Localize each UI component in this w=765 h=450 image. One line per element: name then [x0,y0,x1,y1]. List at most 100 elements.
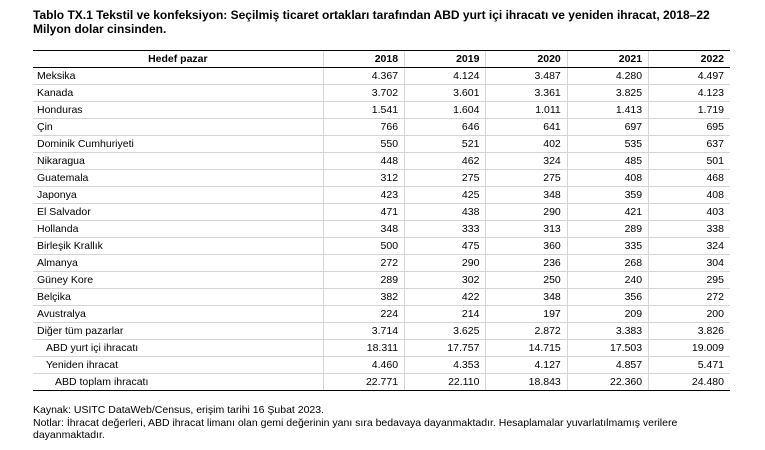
cell-value: 3.714 [322,322,405,340]
cell-value: 3.601 [404,84,486,102]
cell-value: 24.480 [648,373,730,391]
table-row: Dominik Cumhuriyeti 550 521 402 535 637 [33,135,730,153]
cell-value: 3.826 [648,322,730,340]
cell-value: 289 [566,220,649,238]
cell-value: 1.541 [322,101,405,119]
table-row: Hollanda 348 333 313 289 338 [33,220,730,238]
cell-value: 521 [404,135,486,153]
table-row: Kanada 3.702 3.601 3.361 3.825 4.123 [33,84,730,102]
row-label: Çin [33,118,324,136]
cell-value: 550 [322,135,405,153]
cell-value: 448 [322,152,405,170]
cell-value: 272 [322,254,405,272]
cell-value: 359 [566,186,649,204]
cell-value: 275 [404,169,486,187]
cell-value: 17.757 [404,339,486,357]
cell-value: 425 [404,186,486,204]
cell-value: 275 [485,169,568,187]
header-destination: Hedef pazar [33,50,324,68]
table-row: Almanya 272 290 236 268 304 [33,254,730,272]
table-row: Yeniden ihracat 4.460 4.353 4.127 4.857 5.471 [33,356,730,374]
cell-value: 382 [322,288,405,306]
header-year: 2019 [404,50,486,68]
table-body: Meksika 4.367 4.124 3.487 4.280 4.497 Kanada 3.… [33,67,730,391]
header-year: 2020 [485,50,568,68]
cell-value: 302 [404,271,486,289]
table-row: Japonya 423 425 348 359 408 [33,186,730,204]
cell-value: 4.497 [648,67,730,85]
cell-value: 324 [648,237,730,255]
row-label: Birleşik Krallık [33,237,324,255]
cell-value: 4.460 [322,356,405,374]
cell-value: 14.715 [485,339,568,357]
cell-value: 4.127 [485,356,568,374]
cell-value: 4.367 [322,67,405,85]
cell-value: 535 [566,135,649,153]
row-label: Diğer tüm pazarlar [33,322,324,340]
header-year: 2021 [566,50,649,68]
cell-value: 348 [485,186,568,204]
table-title: Tablo TX.1 Tekstil ve konfeksiyon: Seçil… [33,8,710,22]
cell-value: 697 [566,118,649,136]
cell-value: 1.413 [566,101,649,119]
table-row: Meksika 4.367 4.124 3.487 4.280 4.497 [33,67,730,85]
cell-value: 22.110 [404,373,486,391]
row-label: Nikaragua [33,152,324,170]
row-label: Hollanda [33,220,324,238]
cell-value: 200 [648,305,730,323]
cell-value: 1.011 [485,101,568,119]
cell-value: 500 [322,237,405,255]
table-row: Belçika 382 422 348 356 272 [33,288,730,306]
cell-value: 3.825 [566,84,649,102]
table-row: Birleşik Krallık 500 475 360 335 324 [33,237,730,255]
cell-value: 3.487 [485,67,568,85]
table-title-block: Tablo TX.1 Tekstil ve konfeksiyon: Seçil… [33,8,733,36]
cell-value: 214 [404,305,486,323]
row-label: Japonya [33,186,324,204]
table-row: ABD yurt içi ihracatı 18.311 17.757 14.715 1… [33,339,730,357]
cell-value: 402 [485,135,568,153]
cell-value: 408 [566,169,649,187]
table-row: Çin 766 646 641 697 695 [33,118,730,136]
cell-value: 501 [648,152,730,170]
table-row: ABD toplam ihracatı 22.771 22.110 18.843 22.… [33,373,730,391]
cell-value: 290 [404,254,486,272]
cell-value: 19.009 [648,339,730,357]
cell-value: 290 [485,203,568,221]
cell-value: 403 [648,203,730,221]
table-subtitle: Milyon dolar cinsinden. [33,22,167,36]
cell-value: 313 [485,220,568,238]
cell-value: 209 [566,305,649,323]
cell-value: 236 [485,254,568,272]
header-year: 2022 [648,50,730,68]
table-row: Diğer tüm pazarlar 3.714 3.625 2.872 3.383 3.… [33,322,730,340]
cell-value: 312 [322,169,405,187]
cell-value: 408 [648,186,730,204]
cell-value: 4.353 [404,356,486,374]
cell-value: 348 [485,288,568,306]
cell-value: 3.383 [566,322,649,340]
cell-value: 641 [485,118,568,136]
cell-value: 485 [566,152,649,170]
row-label: Avustralya [33,305,324,323]
cell-value: 268 [566,254,649,272]
footnotes: Kaynak: USITC DataWeb/Census, erişim tar… [33,404,733,442]
cell-value: 333 [404,220,486,238]
table-row: El Salvador 471 438 290 421 403 [33,203,730,221]
export-table: Hedef pazar 2018 2019 2020 2021 2022 Mek… [33,50,730,391]
cell-value: 335 [566,237,649,255]
row-label: Honduras [33,101,324,119]
cell-value: 646 [404,118,486,136]
table-row: Honduras 1.541 1.604 1.011 1.413 1.719 [33,101,730,119]
cell-value: 18.843 [485,373,568,391]
row-label: Kanada [33,84,324,102]
row-label: Dominik Cumhuriyeti [33,135,324,153]
cell-value: 475 [404,237,486,255]
row-label: ABD toplam ihracatı [33,373,324,391]
cell-value: 421 [566,203,649,221]
cell-value: 3.361 [485,84,568,102]
cell-value: 4.124 [404,67,486,85]
row-label: ABD yurt içi ihracatı [33,339,324,357]
table-row: Güney Kore 289 302 250 240 295 [33,271,730,289]
cell-value: 637 [648,135,730,153]
